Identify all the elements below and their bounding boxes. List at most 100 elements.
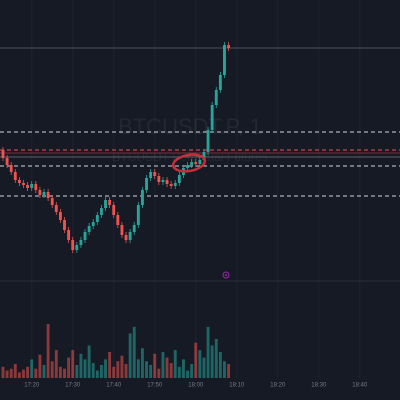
volume-bar [22,369,25,378]
volume-bar [194,342,198,378]
candle-body [112,205,116,215]
x-tick-label: 18:30 [311,383,327,389]
candle-body [22,183,25,185]
volume-bar [58,366,62,378]
candle-body [210,105,214,130]
event-marker-dot [225,274,227,276]
candle-body [79,240,83,245]
candle-body [91,222,95,226]
volume-bar [42,364,46,378]
candle-body [214,90,218,105]
volume-bar [71,350,75,378]
volume-bar [141,348,144,378]
candle-body [26,185,30,188]
volume-bar [186,370,189,378]
volume-bar [149,364,153,378]
candle-body [108,200,112,205]
event-marker[interactable] [222,271,230,279]
candle-body [136,205,140,225]
x-tick-label: 17:50 [147,383,163,389]
candle-body [165,180,169,184]
volume-bar [46,324,50,378]
candle-body [46,192,50,198]
candle-body [186,165,189,168]
candle-body [145,178,148,190]
volume-bar [9,368,13,378]
candle-body [223,45,226,75]
volume-bar [13,364,17,378]
volume-bar [95,370,99,378]
volume-bar [1,366,5,378]
volume-bar [26,366,30,378]
levels [0,47,400,197]
candle-body [190,162,194,165]
candle-body [104,200,107,208]
volume-bar [145,361,148,378]
volume-bar [214,338,218,378]
candle-body [13,172,17,180]
candle-body [87,226,91,232]
volume-bar [153,353,157,378]
candle-body [95,215,99,222]
candle-body [124,235,128,240]
annotation-ellipse [171,153,207,173]
volume-bar [63,368,66,378]
volume-bar [218,351,222,378]
x-tick-label: 17:20 [24,383,40,389]
candle-body [169,184,173,186]
candle-body [71,240,75,250]
volume-bar [128,333,132,378]
volume-bar [223,361,226,378]
candle-body [149,172,153,178]
candle-body [153,172,157,176]
volume-bar [202,357,206,378]
volume-bar [67,357,71,378]
watermark: BTCUSDT.P, 1 [118,114,262,139]
volume-bar [124,364,128,378]
volume-bar [173,350,177,378]
candle-body [141,190,144,205]
volume-bar [50,361,54,378]
candle-body [38,190,42,195]
volume-bar [132,326,136,378]
candle-body [99,208,103,215]
x-tick-label: 17:30 [65,383,81,389]
candle-body [75,245,79,250]
candle-body [17,180,21,183]
volume-bar [182,359,185,378]
volume-bar [87,345,91,378]
volume-bar [99,364,103,378]
x-tick-label: 18:00 [188,383,204,389]
price-pane [1,42,231,253]
candle-body [1,150,5,158]
candle-body [120,225,124,235]
volume-bar [116,361,120,378]
volume-bar [79,353,83,378]
x-tick-label: 17:40 [106,383,122,389]
volume-bar [104,359,107,378]
candle-body [83,232,87,240]
volume-bar [206,326,210,378]
candle-body [177,175,181,183]
candle-body [63,220,66,230]
volume-bar [54,350,58,378]
candle-body [42,192,46,195]
volume-bar [34,368,38,378]
volume-bar [190,364,194,378]
candle-body [206,130,210,152]
candle-body [173,183,177,186]
candle-body [227,45,231,48]
volume-bar [169,363,173,378]
x-tick-label: 18:40 [352,383,368,389]
volume-bar [112,366,116,378]
candle-body [194,162,198,164]
volume-bar [120,355,124,378]
x-tick-label: 18:10 [229,383,245,389]
candle-body [128,232,132,240]
volume-bar [157,368,161,378]
candle-body [116,215,120,225]
x-tick-label: 18:20 [270,383,286,389]
volume-bar [91,363,95,378]
candle-body [54,205,58,212]
